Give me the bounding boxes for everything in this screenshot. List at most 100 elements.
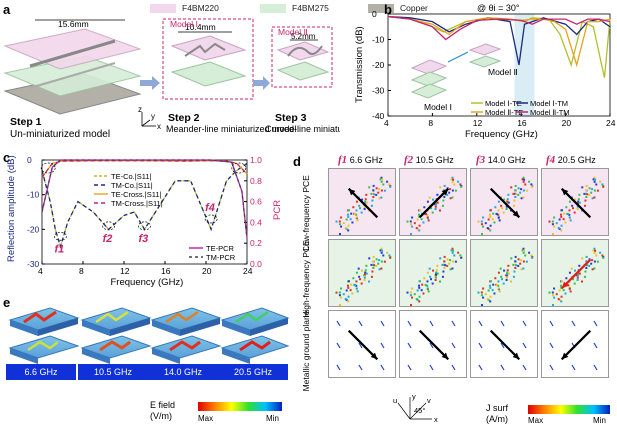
panel-e: 6.6 GHz 10.5 GHz 14.0 GHz 20.5 GHz E fie… — [0, 298, 290, 428]
current-dot — [519, 191, 522, 194]
current-dot — [373, 193, 376, 196]
current-dot — [378, 197, 381, 200]
current-dot — [427, 219, 430, 222]
current-dot — [555, 222, 558, 225]
svg-text:y: y — [151, 112, 155, 121]
current-dot — [377, 191, 380, 194]
svg-text:z: z — [138, 105, 142, 114]
current-dot — [558, 289, 561, 292]
current-dot — [449, 188, 452, 191]
current-dot — [417, 213, 420, 216]
current-dot — [486, 298, 489, 301]
current-dot — [521, 178, 524, 181]
current-cell-r1-c1 — [328, 168, 396, 236]
ground-current-mark — [549, 342, 554, 349]
ground-current-mark — [478, 364, 483, 371]
ground-current-mark — [380, 342, 385, 349]
ytick-label-3: -30 — [372, 86, 385, 96]
current-dot — [372, 189, 375, 192]
current-dot — [493, 221, 496, 224]
current-dot — [451, 180, 454, 183]
current-dot — [439, 209, 442, 212]
efield-title: E field — [150, 400, 176, 410]
current-dot — [477, 220, 480, 223]
current-dot — [501, 207, 504, 210]
current-dot — [481, 304, 483, 306]
current-dot — [492, 283, 495, 286]
current-dot — [355, 287, 358, 290]
current-dot — [380, 247, 383, 250]
current-dot — [410, 233, 412, 235]
current-dot — [489, 209, 492, 212]
current-map — [478, 320, 527, 371]
current-dot — [451, 267, 454, 270]
current-dot — [422, 292, 425, 295]
current-dot — [514, 260, 517, 263]
current-dot — [426, 280, 429, 283]
current-dot — [523, 249, 526, 252]
current-dot — [418, 280, 421, 283]
step3-title: Step 3 — [275, 112, 307, 124]
current-dot — [512, 204, 515, 207]
current-dot — [382, 183, 385, 186]
current-dot — [435, 273, 438, 276]
current-direction-arrow — [560, 329, 592, 361]
current-dot — [389, 256, 392, 259]
jsurf-title: J surf — [486, 403, 509, 413]
step3-desc-text: Curved-line miniaturized model — [265, 124, 340, 134]
current-dot — [566, 213, 569, 216]
current-dot — [347, 286, 350, 289]
current-dot — [502, 282, 505, 285]
current-dot — [513, 270, 516, 273]
current-dot — [573, 282, 576, 285]
current-dot — [370, 204, 373, 207]
current-map — [477, 176, 534, 235]
ytick-label-2: -20 — [27, 224, 40, 234]
current-dot — [506, 202, 509, 205]
ground-current-mark — [571, 364, 576, 371]
current-dot — [515, 193, 518, 196]
ground-current-mark — [500, 364, 505, 371]
jsurf-max: Max — [528, 416, 544, 425]
current-cell-r3-c4 — [541, 310, 609, 378]
current-dot — [370, 263, 373, 266]
right-callout-ring — [231, 162, 247, 174]
current-dot — [355, 209, 358, 212]
current-dot — [409, 291, 412, 294]
current-dot — [365, 272, 368, 275]
current-dot — [347, 215, 350, 218]
current-dot — [451, 176, 454, 179]
current-arrow-head — [561, 352, 569, 360]
current-dot — [601, 254, 604, 257]
current-dot — [482, 225, 485, 228]
current-dot — [553, 287, 556, 290]
e-model-4 — [220, 307, 290, 364]
xtick-label-1: 8 — [428, 118, 433, 128]
current-dot — [592, 249, 595, 252]
current-dot — [358, 204, 361, 207]
dim-15-6: 15.6mm — [58, 19, 89, 29]
current-dot — [494, 206, 497, 209]
current-dot — [576, 276, 579, 279]
step1-desc: Un-miniaturized model — [10, 129, 110, 140]
xtick-label-2: 12 — [473, 118, 483, 128]
current-dot — [568, 213, 571, 216]
panel-label-a: a — [3, 2, 11, 17]
current-dot — [427, 290, 430, 293]
current-dot — [449, 259, 452, 262]
current-direction-arrow — [560, 258, 592, 290]
current-dot — [530, 254, 533, 257]
chart-b-ylabel: Transmission (dB) — [354, 26, 365, 103]
svg-text:x: x — [434, 415, 438, 424]
current-dot — [368, 280, 371, 283]
current-dot — [346, 213, 349, 216]
current-dot — [378, 268, 381, 271]
e-model-2 — [80, 307, 152, 364]
inset-label-model2: Model Ⅱ — [488, 67, 518, 77]
current-dot — [506, 271, 509, 274]
current-dot — [435, 271, 438, 274]
current-map — [477, 247, 534, 306]
current-dot — [551, 291, 554, 294]
current-dot — [552, 233, 554, 235]
chart-b-xlabel: Frequency (GHz) — [465, 129, 538, 140]
